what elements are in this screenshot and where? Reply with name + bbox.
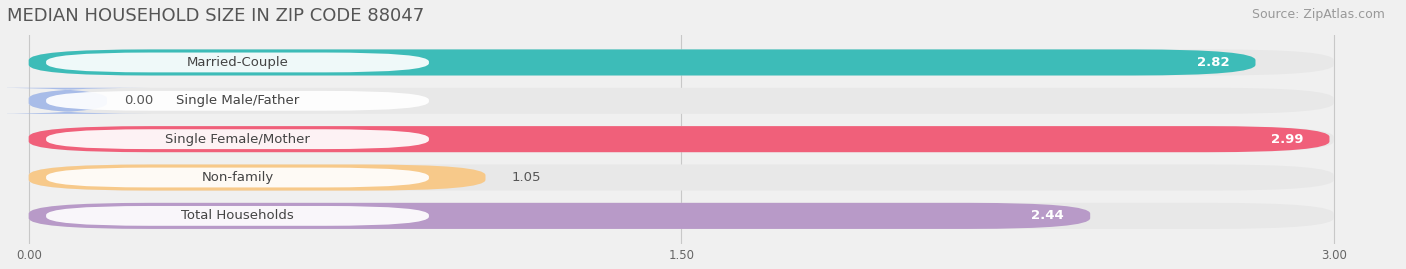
Text: Single Male/Father: Single Male/Father: [176, 94, 299, 107]
FancyBboxPatch shape: [28, 88, 1334, 114]
FancyBboxPatch shape: [28, 203, 1090, 229]
FancyBboxPatch shape: [28, 164, 485, 190]
Text: 2.44: 2.44: [1032, 209, 1064, 222]
Text: Source: ZipAtlas.com: Source: ZipAtlas.com: [1251, 8, 1385, 21]
Text: 1.05: 1.05: [512, 171, 541, 184]
FancyBboxPatch shape: [0, 88, 150, 114]
FancyBboxPatch shape: [46, 52, 429, 72]
Text: 0.00: 0.00: [124, 94, 153, 107]
Text: Married-Couple: Married-Couple: [187, 56, 288, 69]
FancyBboxPatch shape: [46, 91, 429, 111]
Text: Single Female/Mother: Single Female/Mother: [165, 133, 309, 146]
Text: Total Households: Total Households: [181, 209, 294, 222]
Text: 2.99: 2.99: [1271, 133, 1303, 146]
FancyBboxPatch shape: [28, 164, 1334, 190]
FancyBboxPatch shape: [28, 49, 1256, 76]
Text: 2.82: 2.82: [1197, 56, 1229, 69]
FancyBboxPatch shape: [28, 49, 1334, 76]
FancyBboxPatch shape: [46, 206, 429, 226]
FancyBboxPatch shape: [28, 126, 1330, 152]
FancyBboxPatch shape: [28, 203, 1334, 229]
Text: Non-family: Non-family: [201, 171, 274, 184]
FancyBboxPatch shape: [46, 168, 429, 187]
FancyBboxPatch shape: [28, 126, 1334, 152]
FancyBboxPatch shape: [46, 129, 429, 149]
Text: MEDIAN HOUSEHOLD SIZE IN ZIP CODE 88047: MEDIAN HOUSEHOLD SIZE IN ZIP CODE 88047: [7, 7, 425, 25]
